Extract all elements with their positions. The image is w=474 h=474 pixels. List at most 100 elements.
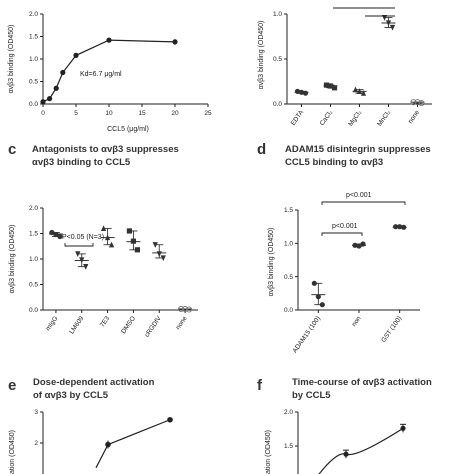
panel-a-xlabel: CCL5 (μg/ml) [107, 126, 149, 133]
panel-e-data-point [167, 416, 173, 423]
panel-d-xtick-label: ADAM15 (100) [292, 315, 322, 354]
panel-c-ylabel: αvβ3 binding (OD450) [9, 225, 16, 294]
panel-c-data-point [186, 306, 193, 313]
panel-b-xtick-label: none [407, 109, 421, 125]
panel-c-data-point [130, 238, 137, 244]
panel-c-significance-bracket [64, 243, 94, 247]
panel-d-data-point [315, 294, 321, 300]
panel-b-data-point [414, 99, 421, 106]
panel-c-xtick-label: cRGDfV [143, 315, 163, 339]
panel-f-ytick-label: 1.5 [284, 443, 293, 450]
panel-a-data-point [172, 39, 178, 45]
panel-b: 0.0 0.5 1.0 EDTA CaCl₂ MgCl₂ MnCl₂ none αvβ3 b… [258, 7, 432, 128]
panel-c-xtick-label: mIgG [45, 315, 60, 332]
panel-a-ylabel: αvβ3 binding (OD450) [8, 25, 15, 94]
panel-c-data-point [108, 241, 115, 248]
panel-c-xtick-label: none [175, 315, 189, 331]
panel-c-ytick-label: 0.5 [29, 282, 38, 289]
panel-c-letter: c [8, 141, 16, 158]
panel-d-pvalue-top: p<0.001 [346, 192, 372, 199]
panel-d-xtick-label: GST (100) [380, 315, 403, 344]
panel-b-ytick-label: 0.0 [273, 101, 282, 108]
panel-c-xtick-label: LM609 [68, 315, 85, 336]
panel-d-letter: d [257, 141, 266, 158]
panel-a-data-point [40, 99, 46, 105]
panel-d-data-point [360, 241, 366, 247]
panel-f-ylabel: ation (OD450) [265, 430, 272, 474]
panel-a-ytick-label: 0.5 [29, 79, 38, 86]
panel-c-xtick-label: DMSO [120, 315, 137, 335]
panel-c-data-point [160, 255, 166, 262]
panel-c-pvalue-annotation: P<0.05 (N=3) [62, 234, 104, 241]
panel-b-ytick-label: 1.0 [273, 11, 282, 18]
panel-c-xtick-label: 7E3 [99, 315, 112, 329]
panel-b-data-point [327, 83, 334, 89]
panel-e-ytick-label: 3 [34, 409, 38, 416]
panel-b-data-point [418, 100, 425, 107]
panel-c-ytick-label: 2.0 [29, 205, 38, 212]
panel-e-title-line1: Dose-dependent activation [33, 377, 155, 388]
panel-d-ytick-label: 1.5 [284, 207, 293, 214]
panel-c-data-point [100, 225, 107, 231]
panel-b-xtick-label: EDTA [290, 109, 306, 127]
panel-c-ytick-label: 0.0 [29, 307, 38, 314]
panel-b-data-point [385, 20, 392, 27]
panel-a-xtick-label: 20 [171, 110, 179, 117]
panel-e-title-line2: of αvβ3 by CCL5 [33, 390, 109, 401]
panel-c-data-point [83, 264, 89, 270]
panel-c-data-point [53, 231, 59, 238]
panel-e-letter: e [8, 377, 16, 394]
panel-b-data-point [352, 86, 359, 93]
panel-d-data-point [393, 224, 399, 230]
panel-d-data-point [401, 224, 407, 230]
panel-a-data-point [60, 69, 66, 76]
panel-d-ytick-label: 0.0 [284, 307, 293, 314]
panel-f-data-point [400, 425, 406, 431]
panel-f-title-line2: by CCL5 [292, 390, 331, 401]
panel-c-title-line2: αvβ3 binding to CCL5 [32, 157, 131, 168]
panel-d-xtick-label: non [351, 315, 363, 328]
panel-b-data-point [360, 90, 367, 96]
panel-c-data-point [182, 305, 189, 313]
panel-b-data-point [389, 24, 396, 31]
panel-a-data-point [73, 52, 79, 59]
panel-a-ytick-label: 2.0 [29, 11, 38, 18]
panel-d-ytick-label: 0.5 [284, 274, 293, 281]
panel-f-letter: f [257, 377, 263, 394]
panel-d-data-point [311, 280, 317, 286]
panel-a-xtick-label: 5 [74, 110, 78, 117]
panel-c-data-point [79, 257, 85, 264]
panel-b-xtick-label: MgCl₂ [347, 109, 363, 128]
panel-d-bracket-top [321, 201, 406, 205]
panel-d-data-point [352, 242, 358, 248]
panel-c-title-line1: Antagonists to αvβ3 suppresses [32, 144, 179, 155]
panel-d: d ADAM15 disintegrin suppresses CCL5 bin… [257, 141, 431, 354]
panel-d-data-point [397, 224, 403, 230]
panel-c-ytick-label: 1.5 [29, 231, 38, 238]
panel-f-series-line [318, 427, 404, 474]
panel-d-title-line1: ADAM15 disintegrin suppresses [285, 144, 431, 155]
panel-a-kd-annotation: Kd=6.7 μg/ml [80, 71, 122, 78]
panel-c-ytick-label: 1.0 [29, 256, 38, 263]
panel-b-data-point [294, 88, 301, 94]
panel-a-ytick-label: 1.5 [29, 34, 38, 41]
panel-a-data-point [53, 85, 59, 91]
panel-a-ytick-label: 1.0 [29, 56, 38, 63]
panel-d-ytick-label: 1.0 [284, 241, 293, 248]
panel-e: e Dose-dependent activation of αvβ3 by C… [8, 377, 173, 474]
panel-b-data-point [323, 82, 330, 88]
panel-c-data-point [156, 251, 162, 257]
panel-b-ylabel: αvβ3 binding (OD450) [258, 21, 265, 90]
panel-c: c Antagonists to αvβ3 suppresses αvβ3 bi… [8, 141, 198, 339]
panel-c-data-point [75, 251, 81, 257]
panel-a: 0.0 0.5 1.0 1.5 2.0 0 5 10 15 20 25 αvβ3 binding … [8, 11, 212, 133]
panel-b-data-point [356, 88, 363, 94]
panel-e-ylabel: ation (OD450) [9, 430, 16, 474]
panel-d-title-line2: CCL5 binding to αvβ3 [285, 157, 383, 168]
panel-d-pvalue-lower: p<0.001 [332, 223, 358, 230]
panel-f: f Time-course of αvβ3 activation by CCL5… [257, 377, 432, 474]
panel-f-data-point [343, 451, 349, 457]
panel-c-data-point [178, 305, 185, 313]
panel-b-ytick-label: 0.5 [273, 56, 282, 63]
